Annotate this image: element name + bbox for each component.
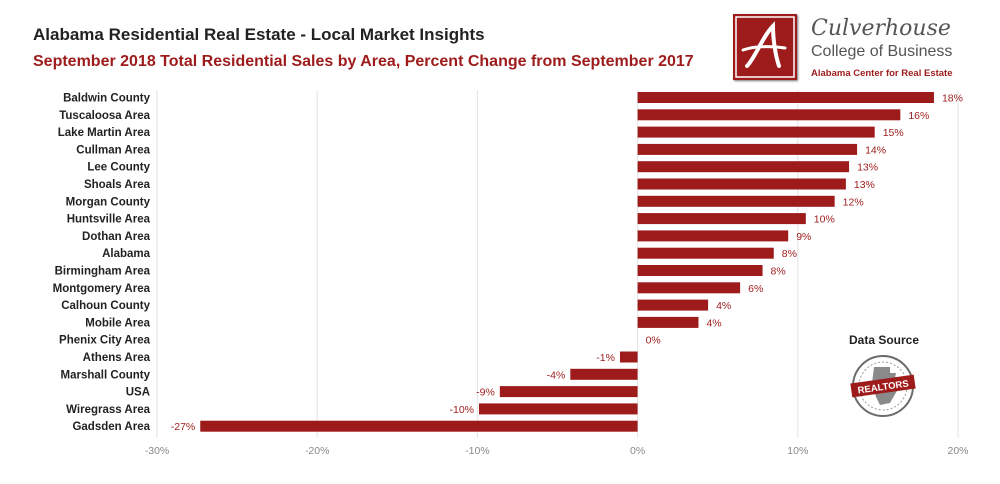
bar xyxy=(479,403,638,415)
bar xyxy=(637,230,789,242)
chart-title: Alabama Residential Real Estate - Local … xyxy=(33,25,485,44)
category-label: Alabama xyxy=(102,248,151,260)
category-label: Shoals Area xyxy=(84,179,151,191)
category-label: Baldwin County xyxy=(63,93,150,105)
category-label: Mobile Area xyxy=(85,317,150,329)
bar xyxy=(200,420,638,432)
script-a-logo-icon xyxy=(733,14,797,80)
value-label: -9% xyxy=(476,387,495,399)
bar xyxy=(637,282,741,294)
category-label: USA xyxy=(126,387,150,399)
category-label: Birmingham Area xyxy=(55,266,151,278)
bar xyxy=(637,92,934,103)
culverhouse-logo: Culverhouse College of Business Alabama … xyxy=(733,14,983,84)
value-label: -27% xyxy=(171,421,196,433)
category-label: Lee County xyxy=(87,162,150,174)
bar xyxy=(637,161,850,173)
bars xyxy=(200,92,934,432)
value-labels: 18% 16% 15% 14% 13% 13% 12% 10%9% 8% 8% 6% 4% 4% 0% -1… xyxy=(171,93,963,434)
category-labels: Baldwin County Tuscaloosa Area Lake Martin… xyxy=(53,93,151,434)
x-tick-label: -30% xyxy=(145,445,170,457)
x-tick-labels: -30% -20% -10% 0% 10% 20% xyxy=(145,445,969,457)
category-label: Calhoun County xyxy=(61,300,150,312)
value-label: 14% xyxy=(865,144,886,156)
data-source-title: Data Source xyxy=(849,333,920,347)
logo-name: Culverhouse xyxy=(811,16,951,41)
value-label: 16% xyxy=(908,110,929,122)
category-label: Montgomery Area xyxy=(53,283,151,295)
category-label: Lake Martin Area xyxy=(58,127,151,139)
grid-lines xyxy=(156,90,959,438)
bar xyxy=(637,247,774,259)
bar xyxy=(570,368,638,380)
value-label: -4% xyxy=(547,369,566,381)
x-tick-label: -10% xyxy=(465,445,490,457)
x-tick-label: 20% xyxy=(947,445,968,457)
category-label: Marshall County xyxy=(61,369,151,381)
x-tick-label: 0% xyxy=(630,445,645,457)
value-label: 8% xyxy=(771,266,786,278)
value-label: 8% xyxy=(782,248,797,260)
value-label: -10% xyxy=(449,404,474,416)
bar xyxy=(637,213,806,225)
category-label: Tuscaloosa Area xyxy=(59,110,150,122)
bar xyxy=(637,195,835,207)
value-label: 13% xyxy=(854,179,875,191)
category-label: Cullman Area xyxy=(76,144,150,156)
value-label: 10% xyxy=(814,214,835,226)
bar xyxy=(637,265,763,276)
value-label: 18% xyxy=(942,93,963,105)
category-label: Morgan County xyxy=(66,196,151,208)
chart-subtitle: September 2018 Total Residential Sales b… xyxy=(33,53,694,70)
category-label: Gadsden Area xyxy=(72,421,150,433)
value-label: -1% xyxy=(596,352,615,364)
value-label: 13% xyxy=(857,162,878,174)
value-label: 6% xyxy=(748,283,763,295)
realtors-seal-icon: REALTORS xyxy=(850,353,916,419)
category-label: Phenix City Area xyxy=(59,335,151,347)
value-label: 4% xyxy=(706,317,721,329)
bar xyxy=(499,386,638,398)
value-label: 9% xyxy=(796,231,811,243)
category-label: Athens Area xyxy=(83,352,151,364)
value-label: 4% xyxy=(716,300,731,312)
value-label: 15% xyxy=(883,127,904,139)
bar xyxy=(637,316,699,328)
bar xyxy=(637,126,875,138)
category-label: Dothan Area xyxy=(82,231,151,243)
bar xyxy=(637,109,901,121)
bar xyxy=(637,143,858,155)
bar xyxy=(637,299,709,311)
bar xyxy=(619,351,638,363)
logo-center: Alabama Center for Real Estate xyxy=(811,68,953,79)
x-tick-label: 10% xyxy=(787,445,808,457)
value-label: 12% xyxy=(843,196,864,208)
bar xyxy=(637,178,846,190)
category-label: Huntsville Area xyxy=(67,214,151,226)
logo-college: College of Business xyxy=(811,43,953,60)
value-label: 0% xyxy=(646,335,661,347)
x-tick-label: -20% xyxy=(305,445,330,457)
category-label: Wiregrass Area xyxy=(66,404,150,416)
